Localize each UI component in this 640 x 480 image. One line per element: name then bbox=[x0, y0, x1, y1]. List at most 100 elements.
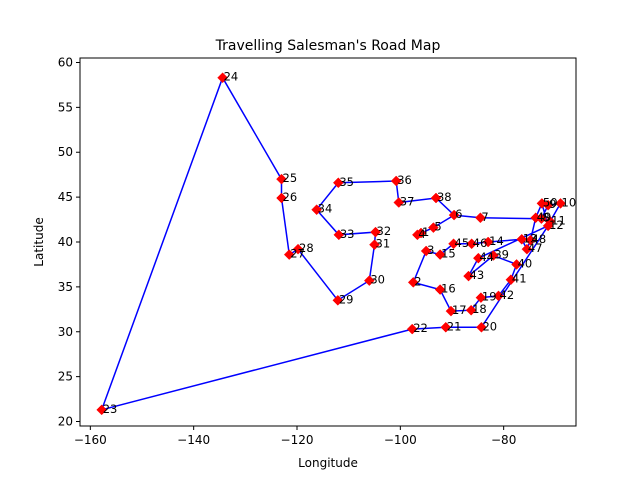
city-label-6: 6 bbox=[455, 207, 462, 221]
city-marker-50 bbox=[536, 198, 548, 209]
city-label-27: 27 bbox=[290, 247, 305, 261]
city-label-17: 17 bbox=[452, 303, 467, 317]
city-marker-28 bbox=[292, 243, 304, 255]
city-marker-33 bbox=[333, 229, 345, 241]
city-marker-17 bbox=[445, 305, 457, 317]
y-axis-ticks: 20 25 30 35 40 45 50 55 60 bbox=[58, 55, 80, 429]
city-label-13: 13 bbox=[523, 231, 538, 245]
city-label-9: 9 bbox=[549, 197, 556, 211]
city-label-28: 28 bbox=[299, 241, 314, 255]
x-tick-label-2: −120 bbox=[281, 433, 314, 447]
city-marker-13 bbox=[516, 233, 528, 245]
city-label-48: 48 bbox=[532, 232, 547, 246]
y-tick-label-2: 30 bbox=[58, 325, 73, 339]
city-label-15: 15 bbox=[441, 247, 456, 261]
city-label-21: 21 bbox=[447, 319, 462, 333]
y-tick-label-6: 50 bbox=[58, 145, 73, 159]
city-label-3: 3 bbox=[427, 243, 434, 257]
city-label-16: 16 bbox=[441, 282, 456, 296]
city-marker-18 bbox=[465, 304, 477, 316]
city-label-42: 42 bbox=[500, 288, 515, 302]
city-label-24: 24 bbox=[224, 70, 239, 84]
city-marker-20 bbox=[476, 321, 487, 333]
city-marker-43 bbox=[463, 270, 474, 282]
city-marker-42 bbox=[493, 290, 504, 302]
city-marker-16 bbox=[434, 284, 446, 295]
x-tick-label-4: −80 bbox=[491, 433, 516, 447]
city-marker-23 bbox=[96, 404, 108, 416]
x-tick-label-3: −100 bbox=[384, 433, 417, 447]
city-label-5: 5 bbox=[434, 220, 441, 234]
city-marker-39 bbox=[487, 250, 499, 261]
city-marker-24 bbox=[217, 72, 228, 84]
city-label-44: 44 bbox=[479, 250, 494, 264]
y-tick-label-0: 20 bbox=[58, 415, 73, 429]
city-label-14: 14 bbox=[489, 234, 504, 248]
city-marker-25 bbox=[276, 173, 287, 185]
city-marker-36 bbox=[390, 175, 402, 187]
city-marker-31 bbox=[369, 239, 380, 251]
city-marker-12 bbox=[542, 220, 554, 232]
city-label-37: 37 bbox=[400, 195, 415, 209]
city-label-26: 26 bbox=[283, 190, 298, 204]
city-label-41: 41 bbox=[512, 272, 527, 286]
city-label-46: 46 bbox=[473, 236, 488, 250]
x-axis-ticks: −160 −140 −120 −100 −80 bbox=[74, 426, 516, 447]
city-marker-49 bbox=[530, 212, 542, 224]
city-marker-32 bbox=[370, 226, 381, 238]
city-label-20: 20 bbox=[482, 319, 497, 333]
city-label-50: 50 bbox=[543, 195, 558, 209]
city-label-38: 38 bbox=[437, 190, 452, 204]
city-marker-10 bbox=[555, 198, 566, 209]
city-label-31: 31 bbox=[376, 237, 391, 251]
city-marker-22 bbox=[406, 323, 418, 335]
y-tick-label-5: 45 bbox=[58, 190, 73, 204]
city-label-12: 12 bbox=[549, 218, 564, 232]
x-axis-label: Longitude bbox=[298, 456, 358, 470]
city-label-39: 39 bbox=[494, 247, 509, 261]
city-label-8: 8 bbox=[542, 211, 549, 225]
city-label-35: 35 bbox=[339, 175, 354, 189]
city-label-36: 36 bbox=[397, 173, 412, 187]
y-axis-label: Latitude bbox=[32, 217, 46, 266]
city-marker-26 bbox=[276, 192, 287, 204]
city-marker-27 bbox=[283, 249, 295, 260]
x-tick-label-0: −160 bbox=[74, 433, 107, 447]
city-marker-19 bbox=[475, 292, 487, 304]
y-tick-label-1: 25 bbox=[58, 370, 73, 384]
city-marker-30 bbox=[363, 275, 375, 286]
y-tick-label-7: 55 bbox=[58, 100, 73, 114]
city-marker-45 bbox=[448, 238, 459, 250]
city-marker-48 bbox=[525, 234, 536, 246]
city-marker-38 bbox=[430, 192, 442, 204]
city-marker-40 bbox=[511, 259, 522, 270]
y-tick-label-8: 60 bbox=[58, 55, 73, 69]
city-marker-7 bbox=[475, 212, 486, 224]
city-label-19: 19 bbox=[482, 290, 497, 304]
city-label-45: 45 bbox=[455, 236, 470, 250]
chart-title: Travelling Salesman's Road Map bbox=[215, 38, 441, 54]
city-marker-4 bbox=[412, 229, 423, 241]
city-marker-41 bbox=[505, 274, 517, 286]
city-label-2: 2 bbox=[414, 274, 421, 288]
city-marker-6 bbox=[448, 209, 460, 221]
city-label-47: 47 bbox=[528, 241, 543, 255]
city-label-1: 1 bbox=[422, 225, 429, 239]
x-tick-label-1: −140 bbox=[177, 433, 210, 447]
city-marker-47 bbox=[521, 243, 533, 255]
city-marker-34 bbox=[311, 204, 322, 216]
city-label-11: 11 bbox=[551, 213, 566, 227]
city-label-30: 30 bbox=[370, 273, 385, 287]
city-marker-37 bbox=[393, 197, 405, 208]
y-tick-label-3: 35 bbox=[58, 280, 73, 294]
city-label-40: 40 bbox=[518, 256, 533, 270]
city-marker-14 bbox=[482, 236, 494, 248]
marker-layer bbox=[96, 72, 566, 416]
city-marker-5 bbox=[428, 222, 439, 233]
city-label-7: 7 bbox=[481, 210, 488, 224]
city-marker-3 bbox=[420, 245, 432, 257]
y-tick-label-4: 40 bbox=[58, 235, 73, 249]
city-label-33: 33 bbox=[340, 227, 355, 241]
